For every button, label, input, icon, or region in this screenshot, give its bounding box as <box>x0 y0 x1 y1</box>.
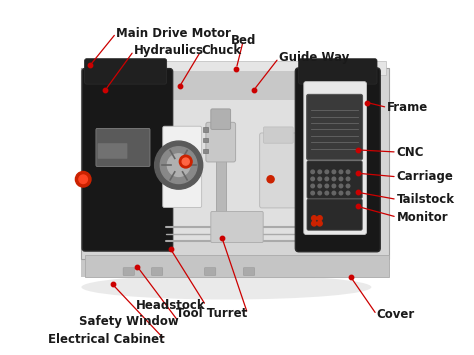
Text: Frame: Frame <box>387 101 428 114</box>
Circle shape <box>325 170 328 174</box>
FancyBboxPatch shape <box>164 71 299 100</box>
Circle shape <box>182 158 189 165</box>
FancyBboxPatch shape <box>216 142 227 220</box>
Text: Hydraulics: Hydraulics <box>134 44 204 58</box>
Circle shape <box>339 191 343 195</box>
Text: Main Drive Motor: Main Drive Motor <box>116 27 231 40</box>
Circle shape <box>317 221 322 226</box>
FancyBboxPatch shape <box>243 268 255 275</box>
Circle shape <box>318 170 321 174</box>
Circle shape <box>318 177 321 181</box>
Circle shape <box>311 221 317 226</box>
FancyBboxPatch shape <box>204 268 216 275</box>
Circle shape <box>346 177 350 181</box>
Circle shape <box>325 184 328 188</box>
FancyBboxPatch shape <box>295 68 380 252</box>
Text: Cover: Cover <box>377 308 415 321</box>
FancyBboxPatch shape <box>260 133 298 208</box>
FancyBboxPatch shape <box>203 148 209 153</box>
FancyBboxPatch shape <box>304 82 366 234</box>
Circle shape <box>318 191 321 195</box>
Ellipse shape <box>82 275 371 300</box>
Circle shape <box>346 184 350 188</box>
FancyBboxPatch shape <box>96 129 150 166</box>
FancyBboxPatch shape <box>307 94 363 160</box>
Circle shape <box>332 184 336 188</box>
FancyBboxPatch shape <box>123 268 135 275</box>
Circle shape <box>332 191 336 195</box>
FancyBboxPatch shape <box>82 68 389 259</box>
Circle shape <box>75 171 91 187</box>
Text: Bed: Bed <box>231 34 256 47</box>
Circle shape <box>317 216 322 221</box>
Circle shape <box>339 177 343 181</box>
Circle shape <box>339 184 343 188</box>
Circle shape <box>179 155 192 168</box>
Circle shape <box>346 191 350 195</box>
FancyBboxPatch shape <box>164 71 299 241</box>
FancyBboxPatch shape <box>203 127 209 132</box>
Circle shape <box>332 177 336 181</box>
FancyBboxPatch shape <box>82 69 173 251</box>
Circle shape <box>79 175 87 184</box>
Text: Guide Way: Guide Way <box>279 51 349 65</box>
Circle shape <box>311 170 314 174</box>
Circle shape <box>318 184 321 188</box>
Circle shape <box>325 191 328 195</box>
Text: Tool Turret: Tool Turret <box>176 307 247 320</box>
FancyBboxPatch shape <box>98 143 128 159</box>
FancyBboxPatch shape <box>203 138 209 142</box>
FancyBboxPatch shape <box>206 122 236 162</box>
FancyBboxPatch shape <box>264 127 293 143</box>
Text: Tailstock: Tailstock <box>397 193 455 206</box>
Circle shape <box>155 141 203 189</box>
Circle shape <box>267 176 274 183</box>
FancyBboxPatch shape <box>85 61 385 75</box>
Text: Electrical Cabinet: Electrical Cabinet <box>48 333 164 346</box>
Polygon shape <box>82 255 385 277</box>
Circle shape <box>167 154 190 176</box>
Text: CNC: CNC <box>397 146 424 159</box>
FancyBboxPatch shape <box>299 59 377 84</box>
Text: Chuck: Chuck <box>201 44 241 58</box>
Circle shape <box>311 216 317 221</box>
Circle shape <box>311 177 314 181</box>
Text: Safety Window: Safety Window <box>79 315 179 328</box>
FancyBboxPatch shape <box>211 109 231 130</box>
FancyBboxPatch shape <box>307 161 362 198</box>
FancyBboxPatch shape <box>151 268 163 275</box>
Circle shape <box>311 184 314 188</box>
Circle shape <box>339 170 343 174</box>
Circle shape <box>311 191 314 195</box>
FancyBboxPatch shape <box>211 212 263 242</box>
Text: Monitor: Monitor <box>397 211 448 224</box>
Text: Carriage: Carriage <box>397 170 454 183</box>
Circle shape <box>325 177 328 181</box>
FancyBboxPatch shape <box>85 255 389 277</box>
Circle shape <box>160 147 197 184</box>
Circle shape <box>346 170 350 174</box>
FancyBboxPatch shape <box>307 199 362 230</box>
FancyBboxPatch shape <box>163 126 201 208</box>
FancyBboxPatch shape <box>84 59 167 84</box>
Text: Headstock: Headstock <box>136 299 206 312</box>
Circle shape <box>332 170 336 174</box>
